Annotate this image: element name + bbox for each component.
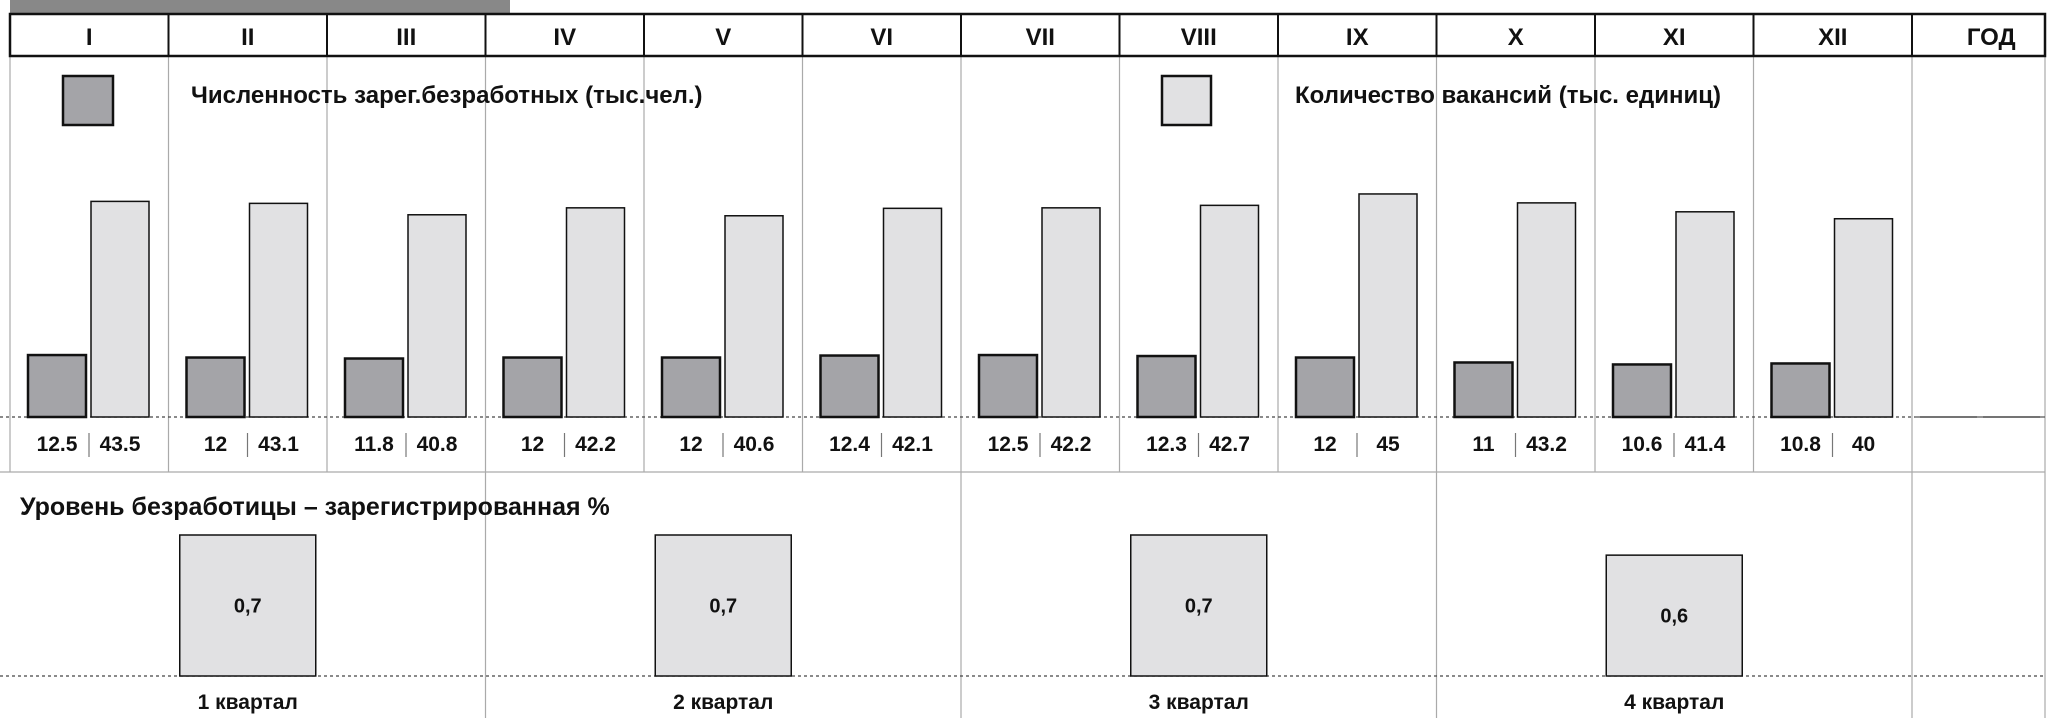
vacancies-value-label: 42.7 bbox=[1209, 433, 1250, 456]
unemployed-bar bbox=[819, 354, 880, 419]
legend-label-unemployed: Численность зарег.безработных (тыс.чел.) bbox=[191, 82, 703, 109]
month-header-label: ГОД bbox=[1967, 24, 2016, 51]
vacancies-value-label: 42.2 bbox=[575, 433, 616, 456]
month-header-label: XI bbox=[1663, 24, 1686, 51]
vacancies-value-label: 40.8 bbox=[417, 433, 458, 456]
vacancies-bar bbox=[407, 214, 467, 418]
quarter-labels: 1 квартал 2 квартал 3 квартал 4 квартал bbox=[198, 691, 1725, 714]
unemployed-bar bbox=[977, 353, 1039, 419]
unemployed-bar bbox=[660, 356, 722, 419]
vacancies-bar bbox=[1675, 211, 1735, 418]
legend: Численность зарег.безработных (тыс.чел.)… bbox=[61, 74, 1721, 127]
vacancies-bar bbox=[1041, 207, 1101, 418]
unemployment-rate-value: 0,7 bbox=[709, 596, 737, 618]
vacancies-value-label: 40.6 bbox=[734, 433, 775, 456]
unemployed-bar bbox=[26, 353, 88, 419]
unemployed-bar bbox=[1453, 361, 1514, 419]
header-tab bbox=[10, 0, 510, 14]
vacancies-value-label: 42.1 bbox=[892, 433, 933, 456]
unemployed-value-label: 12 bbox=[521, 433, 544, 456]
month-header-label: V bbox=[715, 24, 731, 51]
monthly-bars bbox=[26, 193, 2040, 419]
unemployment-rate-bar bbox=[179, 534, 317, 677]
vacancies-value-label: 43.2 bbox=[1526, 433, 1567, 456]
unemployed-bar bbox=[1770, 362, 1831, 419]
unemployed-value-label: 11.8 bbox=[354, 433, 394, 456]
unemployment-rate-value: 0,7 bbox=[1185, 596, 1213, 618]
unemployed-value-label: 11 bbox=[1472, 433, 1495, 456]
unemployed-value-label: 10.6 bbox=[1622, 433, 1663, 456]
unemployed-value-label: 10.8 bbox=[1780, 433, 1821, 456]
monthly-value-labels: 12.5 43.5 12 43.1 11.8 40.8 12 42.2 12 40.6 12.4 42… bbox=[37, 433, 1875, 457]
vacancies-value-label: 42.2 bbox=[1051, 433, 1092, 456]
vacancies-value-label: 45 bbox=[1376, 433, 1400, 456]
month-header-label: VII bbox=[1026, 24, 1055, 51]
quarterly-bars: 0,7 0,7 0,7 0,6 bbox=[179, 534, 1743, 677]
vacancies-value-label: 43.1 bbox=[258, 433, 299, 456]
unemployment-rate-value: 0,7 bbox=[234, 596, 262, 618]
month-header-label: IX bbox=[1346, 24, 1369, 51]
month-header-label: VIII bbox=[1181, 24, 1217, 51]
unemployed-value-label: 12.5 bbox=[37, 433, 78, 456]
unemployed-bar bbox=[343, 357, 405, 419]
quarter-label: 3 квартал bbox=[1149, 691, 1249, 714]
unemployed-bar bbox=[1611, 363, 1673, 419]
vacancies-bar bbox=[1516, 202, 1577, 418]
quarter-label: 1 квартал bbox=[198, 691, 298, 714]
vacancies-bar bbox=[1358, 193, 1418, 418]
header-border bbox=[8, 12, 2047, 58]
unemployed-value-label: 12.4 bbox=[829, 433, 870, 456]
vacancies-bar bbox=[724, 215, 784, 418]
month-header-label: IV bbox=[553, 24, 576, 51]
unemployed-bar bbox=[502, 356, 563, 419]
quarter-label: 2 квартал bbox=[673, 691, 773, 714]
column-grid bbox=[0, 14, 2046, 718]
month-header-label: III bbox=[396, 24, 416, 51]
unemployed-value-label: 12 bbox=[679, 433, 702, 456]
vacancies-bar bbox=[882, 207, 943, 418]
unemployed-bar bbox=[185, 356, 246, 419]
vacancies-value-label: 41.4 bbox=[1685, 433, 1726, 456]
legend-swatch-unemployed bbox=[61, 74, 115, 127]
unemployment-rate-bar bbox=[1130, 534, 1268, 677]
unemployment-rate-bar bbox=[1605, 554, 1743, 677]
vacancies-bar bbox=[565, 207, 626, 418]
vacancies-bar bbox=[1833, 217, 1894, 418]
vacancies-value-label: 43.5 bbox=[100, 433, 141, 456]
unemployment-rate-title: Уровень безработицы – зарегистрированная… bbox=[20, 493, 610, 521]
unemployed-value-label: 12 bbox=[1313, 433, 1336, 456]
vacancies-bar bbox=[1199, 204, 1260, 418]
month-header-label: XII bbox=[1818, 24, 1847, 51]
month-header-label: VI bbox=[870, 24, 893, 51]
vacancies-bar bbox=[90, 200, 150, 418]
unemployed-value-label: 12.3 bbox=[1146, 433, 1187, 456]
vacancies-value-label: 40 bbox=[1852, 433, 1875, 456]
unemployment-rate-value: 0,6 bbox=[1660, 606, 1688, 628]
month-header-label: X bbox=[1508, 24, 1524, 51]
unemployed-value-label: 12 bbox=[204, 433, 227, 456]
vacancies-bar bbox=[248, 202, 309, 418]
legend-swatch-vacancies bbox=[1160, 74, 1213, 127]
unemployed-bar bbox=[1136, 354, 1197, 419]
month-header-label: I bbox=[86, 24, 93, 51]
legend-label-vacancies: Количество вакансий (тыс. единиц) bbox=[1295, 82, 1721, 109]
unemployment-rate-bar bbox=[654, 534, 792, 677]
unemployed-value-label: 12.5 bbox=[988, 433, 1029, 456]
month-header-label: II bbox=[241, 24, 254, 51]
unemployed-bar bbox=[1294, 356, 1356, 419]
quarter-label: 4 квартал bbox=[1624, 691, 1724, 714]
month-header: I II III IV V VI VII VIII IX X XI XII ГОД bbox=[8, 12, 2047, 58]
